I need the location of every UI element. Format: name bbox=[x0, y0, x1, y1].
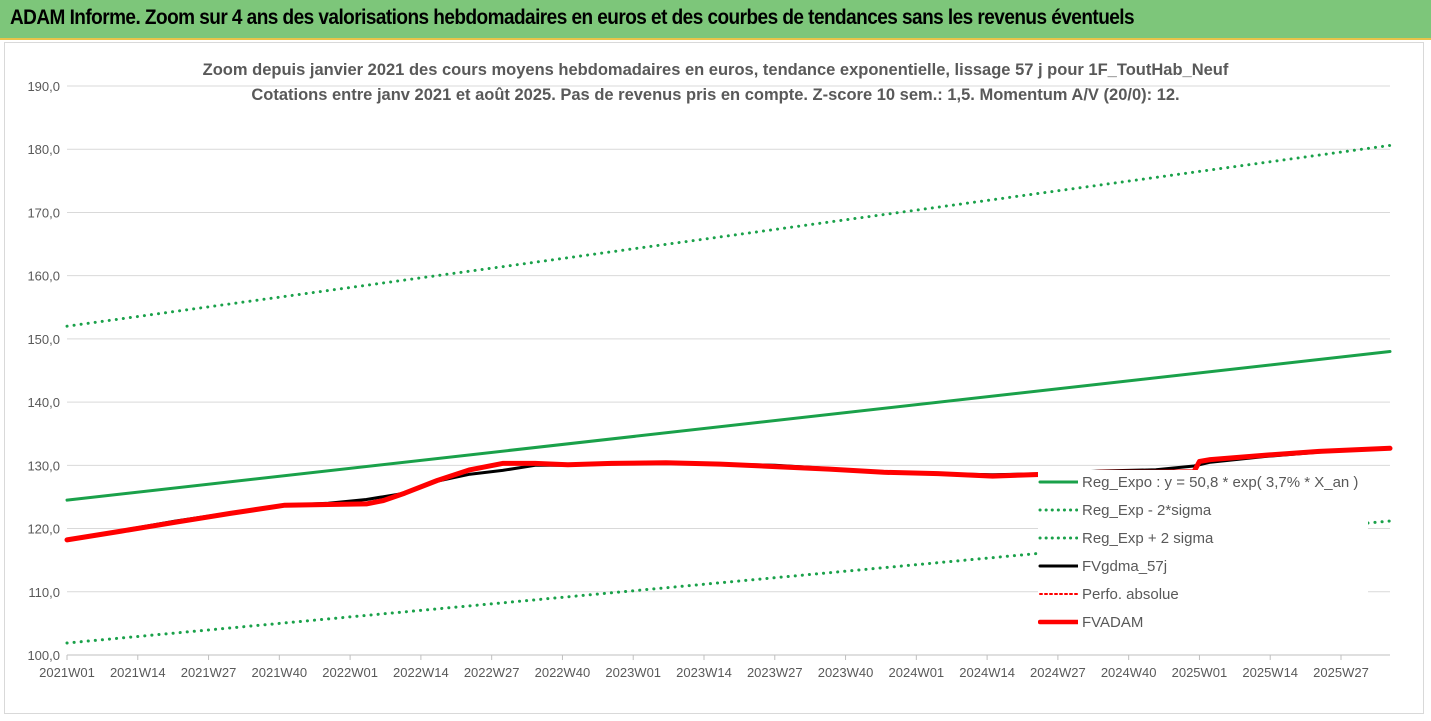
chart-title-line-1: Zoom depuis janvier 2021 des cours moyen… bbox=[202, 61, 1229, 79]
x-tick-label: 2024W14 bbox=[959, 665, 1015, 680]
y-tick-label: 180,0 bbox=[27, 142, 60, 157]
y-tick-label: 170,0 bbox=[27, 205, 60, 220]
x-tick-label: 2023W40 bbox=[818, 665, 874, 680]
y-tick-label: 110,0 bbox=[28, 585, 60, 600]
x-axis-ticks: 2021W01 2021W14 2021W27 2021W40 2022W01 2022W… bbox=[39, 655, 1369, 680]
legend-item: Perfo. absolue bbox=[1038, 582, 1179, 606]
x-tick-label: 2021W14 bbox=[110, 665, 166, 680]
chart-frame bbox=[4, 42, 1424, 714]
legend-item: FVADAM bbox=[1038, 610, 1143, 634]
legend-swatch bbox=[1038, 619, 1078, 625]
x-tick-label: 2025W14 bbox=[1242, 665, 1298, 680]
x-tick-label: 2022W40 bbox=[535, 665, 591, 680]
legend-label: FVADAM bbox=[1082, 613, 1144, 631]
legend-label: Perfo. absolue bbox=[1082, 585, 1179, 603]
legend-item: Reg_Exp - 2*sigma bbox=[1038, 498, 1211, 522]
y-tick-label: 160,0 bbox=[27, 269, 60, 284]
y-tick-label: 150,0 bbox=[27, 332, 60, 347]
chart-title: Zoom depuis janvier 2021 des cours moyen… bbox=[0, 58, 1431, 108]
y-tick-label: 140,0 bbox=[27, 395, 60, 410]
legend: Reg_Expo : y = 50,8 * exp( 3,7% * X_an )… bbox=[1038, 470, 1368, 640]
y-axis-ticks: 100,0 110,0 120,0 130,0 140,0 150,0 160,0 170,0… bbox=[27, 79, 60, 663]
legend-swatch bbox=[1038, 536, 1078, 540]
x-tick-label: 2022W27 bbox=[464, 665, 520, 680]
chart-title-line-2: Cotations entre janv 2021 et août 2025. … bbox=[251, 86, 1180, 104]
legend-swatch bbox=[1039, 593, 1078, 595]
x-tick-label: 2023W01 bbox=[605, 665, 661, 680]
legend-swatch bbox=[1038, 564, 1078, 568]
legend-item: Reg_Expo : y = 50,8 * exp( 3,7% * X_an ) bbox=[1038, 470, 1358, 494]
y-tick-label: 120,0 bbox=[27, 522, 60, 537]
legend-label: FVgdma_57j bbox=[1082, 557, 1168, 575]
legend-label: Reg_Expo : y = 50,8 * exp( 3,7% * X_an ) bbox=[1082, 473, 1359, 491]
series-line-0 bbox=[65, 350, 1392, 502]
x-tick-label: 2024W27 bbox=[1030, 665, 1086, 680]
x-tick-label: 2024W01 bbox=[889, 665, 945, 680]
x-tick-label: 2025W27 bbox=[1313, 665, 1369, 680]
x-tick-label: 2024W40 bbox=[1101, 665, 1157, 680]
x-tick-label: 2021W40 bbox=[252, 665, 308, 680]
legend-item: Reg_Exp + 2 sigma bbox=[1038, 526, 1213, 550]
x-tick-label: 2022W14 bbox=[393, 665, 449, 680]
legend-label: Reg_Exp - 2*sigma bbox=[1082, 501, 1212, 519]
header-divider bbox=[0, 38, 1431, 40]
legend-label: Reg_Exp + 2 sigma bbox=[1082, 529, 1214, 547]
legend-swatch bbox=[1038, 480, 1078, 484]
report-title: ADAM Informe. Zoom sur 4 ans des valoris… bbox=[10, 6, 1135, 29]
x-tick-label: 2021W27 bbox=[181, 665, 237, 680]
y-tick-label: 190,0 bbox=[27, 79, 60, 94]
y-tick-label: 130,0 bbox=[27, 458, 60, 473]
y-tick-label: 100,0 bbox=[27, 648, 60, 663]
x-tick-label: 2023W14 bbox=[676, 665, 732, 680]
x-tick-label: 2021W01 bbox=[39, 665, 95, 680]
legend-swatch bbox=[1038, 508, 1078, 512]
legend-item: FVgdma_57j bbox=[1038, 554, 1167, 578]
x-tick-label: 2025W01 bbox=[1172, 665, 1228, 680]
x-tick-label: 2023W27 bbox=[747, 665, 803, 680]
x-tick-label: 2022W01 bbox=[322, 665, 378, 680]
series-line-1 bbox=[65, 143, 1392, 328]
report-header: ADAM Informe. Zoom sur 4 ans des valoris… bbox=[0, 0, 1431, 38]
